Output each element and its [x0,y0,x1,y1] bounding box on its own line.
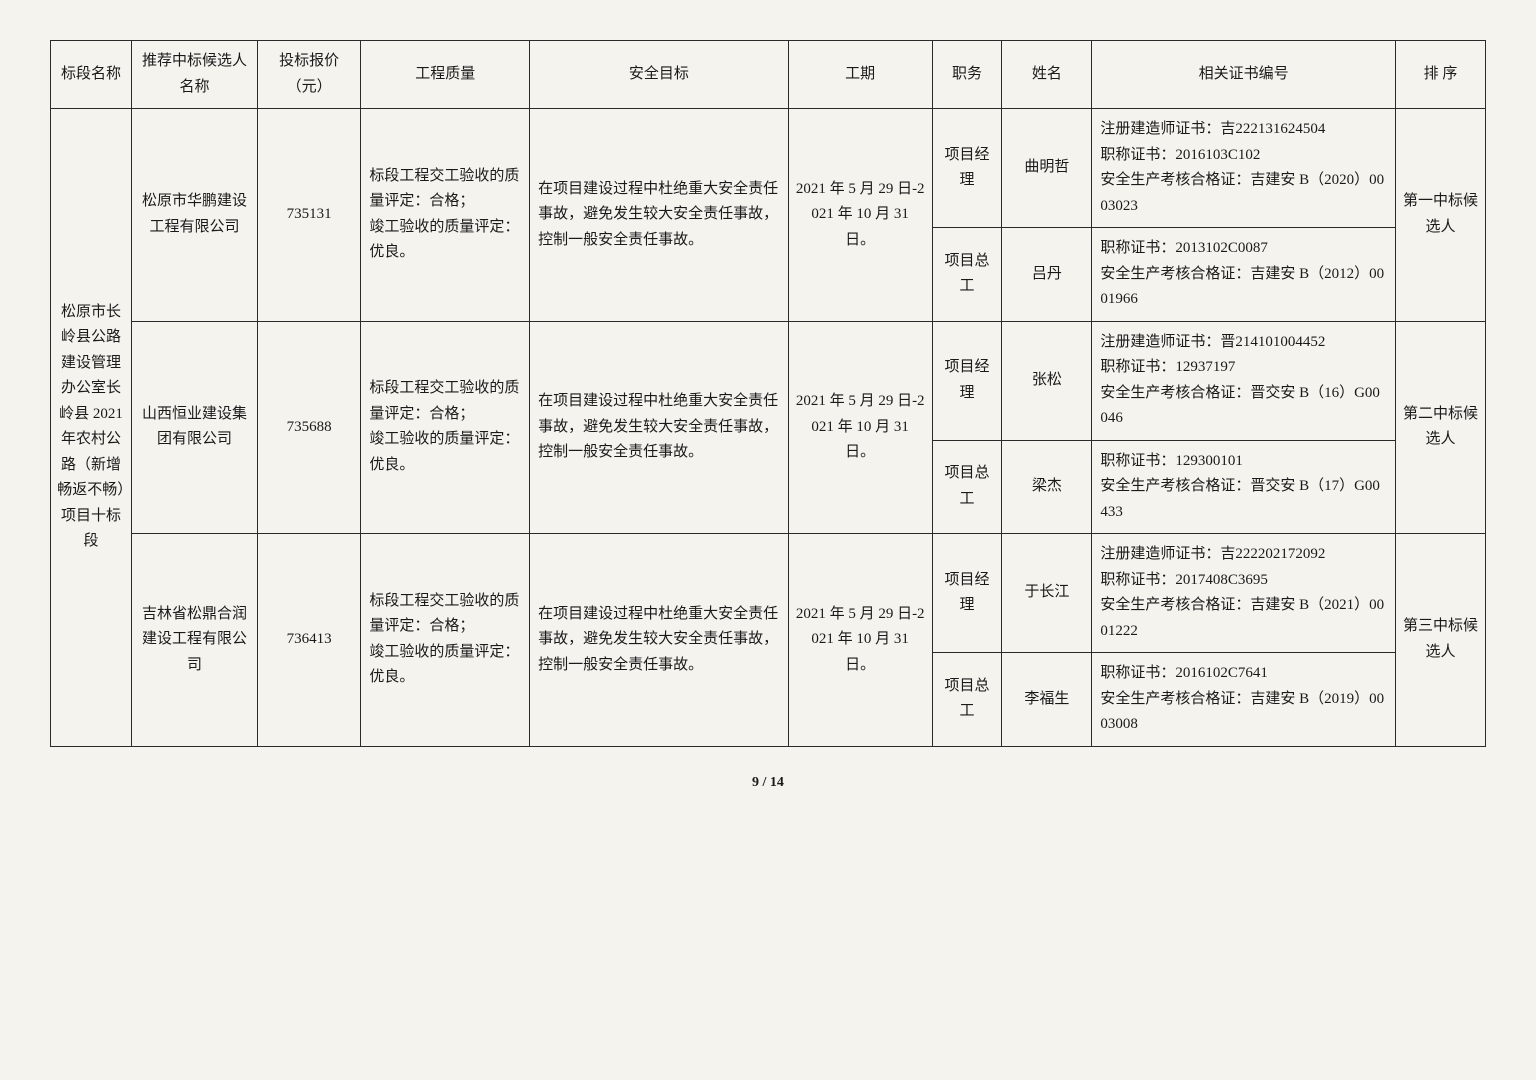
person-cert: 职称证书：2016102C7641 安全生产考核合格证：吉建安 B（2019）0… [1092,653,1396,747]
period: 2021 年 5 月 29 日-2021 年 10 月 31 日。 [788,534,932,747]
person-name: 曲明哲 [1002,109,1092,228]
person-cert: 注册建造师证书：吉222202172092 职称证书：2017408C3695 … [1092,534,1396,653]
rank: 第二中标候选人 [1395,321,1485,534]
bidder-name: 吉林省松鼎合润建设工程有限公司 [131,534,257,747]
safety: 在项目建设过程中杜绝重大安全责任事故，避免发生较大安全责任事故，控制一般安全责任… [530,534,789,747]
table-row: 松原市长岭县公路建设管理办公室长岭县 2021 年农村公路（新增畅返不畅）项目十… [51,109,1486,228]
person-role: 项目经理 [932,321,1002,440]
col-period: 工期 [788,41,932,109]
col-name: 姓名 [1002,41,1092,109]
person-role: 项目经理 [932,534,1002,653]
quality: 标段工程交工验收的质量评定：合格； 竣工验收的质量评定：优良。 [361,534,530,747]
person-cert: 注册建造师证书：吉222131624504 职称证书：2016103C102 安… [1092,109,1396,228]
col-quality: 工程质量 [361,41,530,109]
person-role: 项目经理 [932,109,1002,228]
col-role: 职务 [932,41,1002,109]
person-cert: 职称证书：129300101 安全生产考核合格证：晋交安 B（17）G00433 [1092,440,1396,534]
col-safety: 安全目标 [530,41,789,109]
table-row: 吉林省松鼎合润建设工程有限公司736413标段工程交工验收的质量评定：合格； 竣… [51,534,1486,653]
quality: 标段工程交工验收的质量评定：合格； 竣工验收的质量评定：优良。 [361,109,530,322]
section-name: 松原市长岭县公路建设管理办公室长岭县 2021 年农村公路（新增畅返不畅）项目十… [51,109,132,747]
safety: 在项目建设过程中杜绝重大安全责任事故，避免发生较大安全责任事故，控制一般安全责任… [530,109,789,322]
person-role: 项目总工 [932,653,1002,747]
page-number: 9 / 14 [50,775,1486,791]
person-name: 吕丹 [1002,228,1092,322]
bid-table: 标段名称 推荐中标候选人名称 投标报价（元） 工程质量 安全目标 工期 职务 姓… [50,40,1486,747]
person-name: 李福生 [1002,653,1092,747]
col-bidder: 推荐中标候选人名称 [131,41,257,109]
bid-price: 735131 [257,109,360,322]
col-rank: 排 序 [1395,41,1485,109]
bidder-name: 山西恒业建设集团有限公司 [131,321,257,534]
rank: 第一中标候选人 [1395,109,1485,322]
person-role: 项目总工 [932,440,1002,534]
person-name: 于长江 [1002,534,1092,653]
header-row: 标段名称 推荐中标候选人名称 投标报价（元） 工程质量 安全目标 工期 职务 姓… [51,41,1486,109]
col-price: 投标报价（元） [257,41,360,109]
bid-price: 736413 [257,534,360,747]
person-name: 张松 [1002,321,1092,440]
col-cert: 相关证书编号 [1092,41,1396,109]
bid-price: 735688 [257,321,360,534]
period: 2021 年 5 月 29 日-2021 年 10 月 31 日。 [788,109,932,322]
col-section: 标段名称 [51,41,132,109]
person-cert: 注册建造师证书：晋214101004452 职称证书：12937197 安全生产… [1092,321,1396,440]
period: 2021 年 5 月 29 日-2021 年 10 月 31 日。 [788,321,932,534]
safety: 在项目建设过程中杜绝重大安全责任事故，避免发生较大安全责任事故，控制一般安全责任… [530,321,789,534]
quality: 标段工程交工验收的质量评定：合格； 竣工验收的质量评定：优良。 [361,321,530,534]
person-cert: 职称证书：2013102C0087 安全生产考核合格证：吉建安 B（2012）0… [1092,228,1396,322]
person-name: 梁杰 [1002,440,1092,534]
rank: 第三中标候选人 [1395,534,1485,747]
bidder-name: 松原市华鹏建设工程有限公司 [131,109,257,322]
person-role: 项目总工 [932,228,1002,322]
table-row: 山西恒业建设集团有限公司735688标段工程交工验收的质量评定：合格； 竣工验收… [51,321,1486,440]
